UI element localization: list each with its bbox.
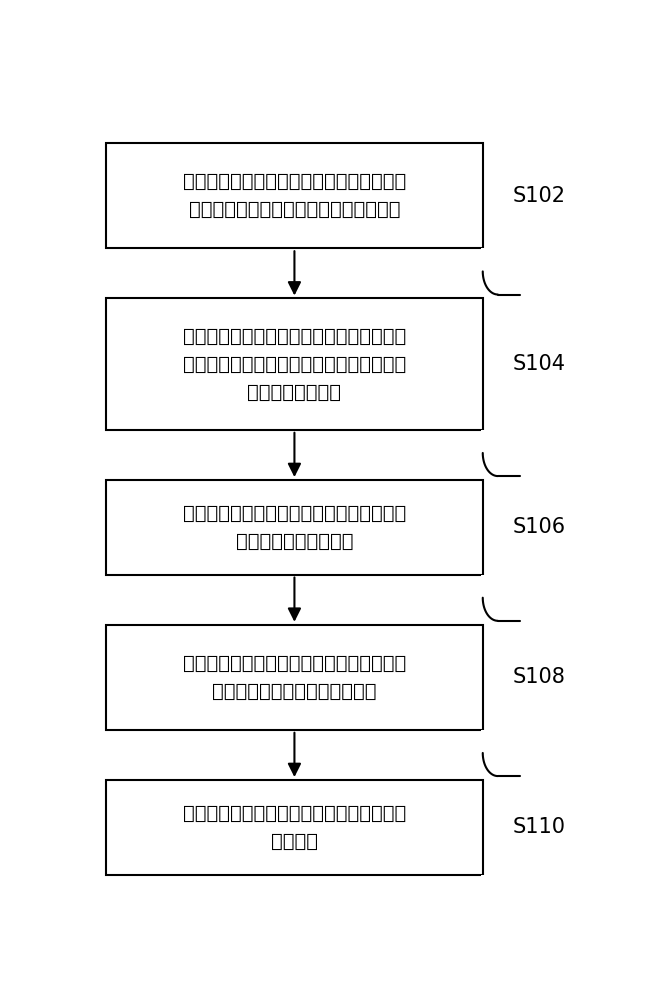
Text: 基于物理化学参数和尺寸数据构建待检测锂
离子电池的三维电化学模型和待检测锂离子
电池的三维热模型: 基于物理化学参数和尺寸数据构建待检测锂 离子电池的三维电化学模型和待检测锂离子 … [183, 327, 406, 402]
Text: 基于目标参数，预测待检测锂离子电池的锂
沉积结果: 基于目标参数，预测待检测锂离子电池的锂 沉积结果 [183, 804, 406, 851]
FancyBboxPatch shape [106, 780, 483, 875]
FancyBboxPatch shape [481, 575, 500, 598]
Text: 获取待检测锂离子电池在充电过程中的物理
化学参数和待检测锂离子电池的尺寸数据: 获取待检测锂离子电池在充电过程中的物理 化学参数和待检测锂离子电池的尺寸数据 [183, 172, 406, 219]
Text: S102: S102 [513, 186, 566, 206]
FancyBboxPatch shape [106, 298, 483, 430]
Text: 将三维电化学模型和三维热模型进行耦合，
得到电化学热耦合模型: 将三维电化学模型和三维热模型进行耦合， 得到电化学热耦合模型 [183, 504, 406, 551]
FancyBboxPatch shape [106, 143, 483, 248]
FancyBboxPatch shape [106, 480, 483, 575]
FancyBboxPatch shape [481, 730, 500, 753]
Text: S108: S108 [513, 667, 566, 687]
Text: S104: S104 [513, 354, 566, 374]
Text: S106: S106 [513, 517, 566, 537]
FancyBboxPatch shape [481, 248, 500, 271]
FancyBboxPatch shape [481, 430, 500, 453]
FancyBboxPatch shape [106, 625, 483, 730]
Text: S110: S110 [513, 817, 566, 837]
Text: 将物理化学参数输入电化学热耦合模型，计
算待检测锂离子电池的目标参数: 将物理化学参数输入电化学热耦合模型，计 算待检测锂离子电池的目标参数 [183, 654, 406, 701]
FancyBboxPatch shape [481, 875, 500, 898]
